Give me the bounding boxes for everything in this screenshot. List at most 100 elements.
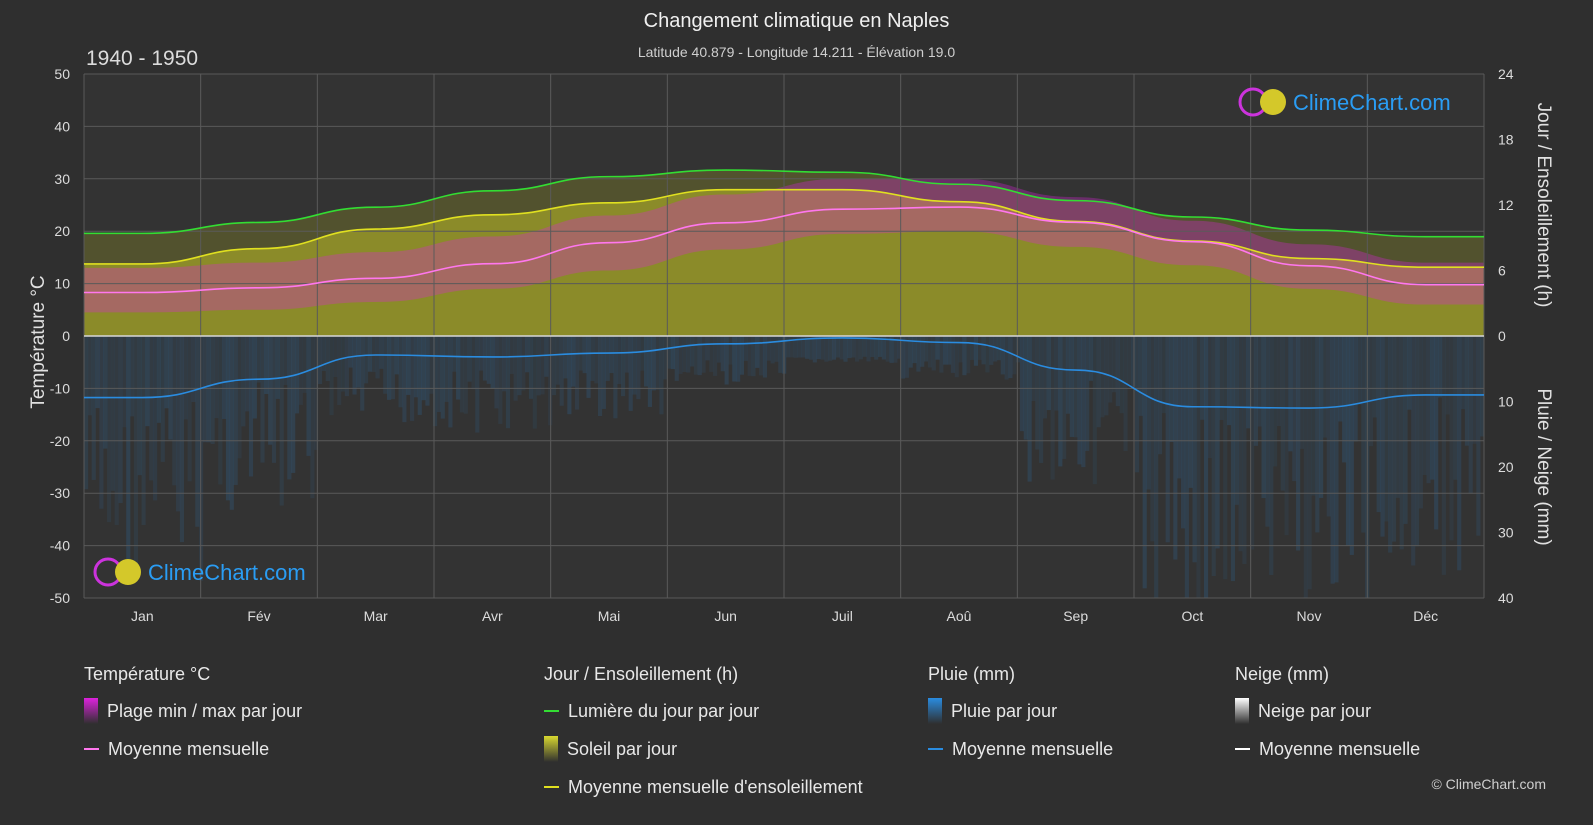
rain-bar <box>636 336 641 400</box>
x-tick-label: Juil <box>832 608 853 624</box>
rain-bar <box>475 336 480 433</box>
rain-bar <box>605 336 610 381</box>
rain-bar <box>747 336 752 376</box>
rain-bar <box>1046 336 1051 411</box>
rain-bar <box>1238 336 1243 552</box>
legend-label: Lumière du jour par jour <box>568 700 760 721</box>
rain-bar <box>770 336 775 364</box>
rain-bar <box>459 336 465 413</box>
rain-bar <box>145 336 150 427</box>
rain-bar <box>1449 336 1454 541</box>
rain-bar <box>306 336 311 456</box>
rain-bar <box>356 336 361 388</box>
rain-bar <box>218 336 223 485</box>
rain-bar <box>1460 336 1466 410</box>
rain-bar <box>931 336 936 371</box>
rain-bar <box>1380 336 1385 537</box>
legend-heading: Pluie (mm) <box>928 664 1016 684</box>
rain-bar <box>137 336 142 476</box>
rain-bar <box>1322 336 1328 438</box>
rain-bar <box>141 336 146 525</box>
rain-bar <box>383 336 388 394</box>
rain-bar <box>1464 336 1469 446</box>
rain-bar <box>540 336 545 395</box>
rain-bar <box>1422 336 1427 475</box>
rain-bar <box>544 336 549 377</box>
rain-bar <box>644 336 649 387</box>
rain-bar <box>1016 336 1021 363</box>
legend-label: Pluie par jour <box>951 700 1058 721</box>
rain-bar <box>1468 336 1473 494</box>
rain-bar <box>920 336 925 367</box>
rain-bar <box>816 336 821 360</box>
rain-bar <box>425 336 430 406</box>
y-tick-label: 30 <box>54 171 70 187</box>
y-tick-label: -30 <box>50 485 70 501</box>
y3-tick-label: 10 <box>1498 394 1514 410</box>
rain-bar <box>1104 336 1109 416</box>
rain-bar <box>701 336 706 373</box>
rain-bar <box>187 336 192 482</box>
rain-bar <box>716 336 722 363</box>
rain-bar <box>670 336 675 370</box>
temp-mean-line <box>84 748 99 750</box>
rain-bar <box>245 336 250 412</box>
rain-bar <box>172 336 177 486</box>
rain-bar <box>1227 336 1232 426</box>
rain-bar <box>1480 336 1485 437</box>
y-axis-title: Température °C <box>28 275 49 408</box>
y3-tick-label: 40 <box>1498 590 1514 606</box>
rain-bar <box>797 336 802 358</box>
rain-bar <box>755 336 760 368</box>
rain-bar <box>1395 336 1400 498</box>
rain-bar <box>195 336 200 527</box>
rain-bar <box>1077 336 1082 465</box>
rain-bar <box>686 336 691 373</box>
rain-bar <box>655 336 660 390</box>
legend-item: Pluie par jour <box>928 698 1113 724</box>
rain-bar <box>160 336 165 462</box>
y3-tick-label: 20 <box>1498 459 1514 475</box>
rain-bar <box>260 336 265 463</box>
rain-bar <box>1192 336 1197 563</box>
rain-bar <box>651 336 656 391</box>
rain-bar <box>1437 336 1443 398</box>
rain-bar <box>1430 336 1435 480</box>
rain-bar <box>1023 336 1028 440</box>
rain-bar <box>682 336 687 373</box>
rain-bar <box>774 336 779 362</box>
rain-bar <box>1165 336 1170 543</box>
rain-bar <box>839 336 844 360</box>
y-tick-label: 0 <box>62 328 70 344</box>
rain-bar <box>122 336 127 428</box>
rain-bar <box>1081 336 1086 468</box>
x-tick-label: Jun <box>714 608 737 624</box>
rain-bar <box>164 336 169 409</box>
rain-bar <box>337 336 342 405</box>
legend-item: Plage min / max par jour <box>84 698 302 724</box>
rain-bar <box>417 336 422 415</box>
rain-bar <box>1039 336 1044 463</box>
rain-bar <box>1004 336 1009 380</box>
rain-bar <box>183 336 188 420</box>
rain-bar <box>1388 336 1393 553</box>
rain-bar <box>640 336 645 371</box>
x-tick-label: Aoû <box>947 608 972 624</box>
x-tick-label: Fév <box>247 608 270 624</box>
rain-bar <box>881 336 886 360</box>
rain-bar <box>210 336 215 444</box>
rain-bar <box>91 336 96 480</box>
rain-bar <box>613 336 618 419</box>
rain-bar <box>877 336 883 357</box>
rain-bar <box>340 336 346 392</box>
rain-bar <box>778 336 783 373</box>
rain-bar <box>283 336 288 385</box>
rain-bar <box>1204 336 1209 598</box>
rain-bar <box>962 336 967 376</box>
rain-bar <box>1349 336 1354 555</box>
rain-bar <box>402 336 407 423</box>
rain-bar <box>1169 336 1174 443</box>
rain-bar <box>107 336 112 523</box>
sunshine-swatch <box>544 736 558 762</box>
rain-swatch <box>928 698 942 724</box>
